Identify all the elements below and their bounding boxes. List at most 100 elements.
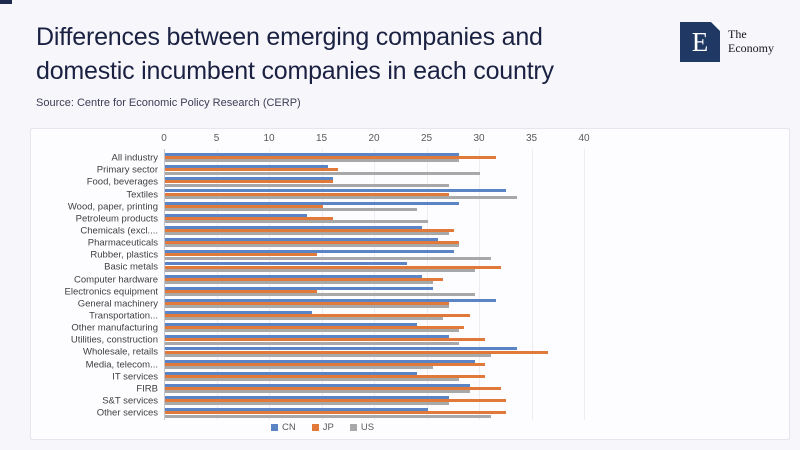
- category-label: All industry: [111, 152, 158, 164]
- bar-jp: [165, 362, 486, 366]
- bar-us: [165, 414, 491, 418]
- page-title: Differences between emerging companies a…: [36, 23, 554, 85]
- bar-us: [165, 329, 459, 333]
- category-label: Primary sector: [96, 164, 158, 176]
- chart-row: Primary sector: [31, 164, 789, 176]
- x-axis-tick-0: 0: [161, 133, 167, 144]
- category-label: Computer hardware: [74, 274, 158, 286]
- bar-jp: [165, 399, 507, 403]
- gridline-x-20: [374, 149, 375, 420]
- the-economy-logo: E The Economy: [680, 22, 774, 62]
- bar-us: [165, 305, 449, 309]
- bar-jp: [165, 326, 465, 330]
- bar-us: [165, 171, 480, 175]
- chart-row: Computer hardware: [31, 274, 789, 286]
- bar-jp: [165, 289, 318, 293]
- category-label: Wholesale, retails: [83, 346, 158, 358]
- x-axis-tick-40: 40: [578, 133, 590, 144]
- category-label: Pharmaceuticals: [87, 237, 158, 249]
- bar-cn: [165, 177, 333, 181]
- bar-cn: [165, 213, 307, 217]
- category-label: S&T services: [102, 395, 158, 407]
- source-citation: Source: Centre for Economic Policy Resea…: [36, 97, 301, 109]
- bar-us: [165, 183, 449, 187]
- bar-cn: [165, 153, 459, 156]
- x-axis-tick-30: 30: [473, 133, 485, 144]
- category-label: Other manufacturing: [71, 322, 158, 334]
- bar-jp: [165, 168, 339, 172]
- chart-row: Chemicals (excl....: [31, 225, 789, 237]
- bar-cn: [165, 165, 328, 169]
- bar-jp: [165, 216, 333, 220]
- logo-wordmark: The Economy: [728, 27, 774, 56]
- chart-row: Food, beverages: [31, 176, 789, 188]
- chart-row: Basic metals: [31, 261, 789, 273]
- bar-cn: [165, 347, 517, 351]
- bar-cn: [165, 298, 496, 302]
- bar-jp: [165, 229, 454, 233]
- category-label: Wood, paper, printing: [67, 201, 158, 213]
- bar-jp: [165, 314, 470, 318]
- chart-row: Petroleum products: [31, 213, 789, 225]
- category-label: General machinery: [77, 298, 158, 310]
- category-label: Food, beverages: [86, 176, 158, 188]
- category-label: Rubber, plastics: [90, 249, 158, 261]
- chart-row: Wood, paper, printing: [31, 201, 789, 213]
- bar-cn: [165, 201, 459, 205]
- category-label: FIRB: [136, 383, 158, 395]
- gridline-x-35: [531, 149, 533, 420]
- bar-jp: [165, 387, 501, 391]
- legend-swatch-us: [349, 424, 357, 431]
- bar-cn: [165, 371, 417, 375]
- bar-us: [165, 159, 459, 163]
- bar-us: [165, 195, 517, 199]
- x-axis-tick-10: 10: [263, 133, 275, 144]
- chart-row: Other services: [31, 407, 789, 419]
- category-label: Textiles: [126, 189, 158, 200]
- logo-wordmark-line1: The: [728, 27, 747, 42]
- x-axis-tick-20: 20: [368, 133, 380, 144]
- gridline-x-0: [164, 149, 165, 420]
- chart-row: All industry: [31, 152, 789, 164]
- bar-us: [165, 256, 491, 260]
- legend-label-cn: CN: [282, 422, 296, 433]
- bar-cn: [165, 189, 507, 193]
- chart-row: Other manufacturing: [31, 322, 789, 334]
- chart-row: FIRB: [31, 383, 789, 395]
- bar-us: [165, 268, 475, 272]
- bar-us: [165, 293, 475, 297]
- chart-legend: CN JP US: [271, 422, 374, 433]
- x-axis-tick-25: 25: [420, 133, 433, 144]
- bar-cn: [165, 274, 423, 278]
- category-label: Chemicals (excl....: [80, 225, 158, 237]
- bar-jp: [165, 265, 501, 269]
- bar-jp: [165, 374, 486, 378]
- chart-row: Electronics equipment: [31, 286, 789, 298]
- bar-jp: [165, 350, 549, 354]
- bar-jp: [165, 253, 318, 257]
- category-label: Basic metals: [104, 261, 158, 273]
- chart-row: Transportation...: [31, 310, 789, 322]
- bar-cn: [165, 225, 423, 229]
- x-axis-tick-15: 15: [315, 133, 328, 144]
- bar-chart: CN JP US 0 5 10 15 20 25 30 35 40 All industry Pri…: [30, 128, 790, 440]
- bar-us: [165, 280, 433, 284]
- bar-cn: [165, 335, 449, 339]
- bar-cn: [165, 310, 312, 314]
- logo-letter: E: [691, 26, 709, 57]
- category-label: Utilities, construction: [70, 334, 158, 346]
- bar-us: [165, 341, 459, 345]
- bar-us: [165, 390, 470, 394]
- gridline-x-10: [269, 149, 270, 420]
- logo-mark: E: [680, 22, 720, 62]
- bar-jp: [165, 204, 323, 208]
- bar-cn: [165, 238, 438, 242]
- bar-jp: [165, 241, 459, 245]
- gridline-x-40: [584, 149, 585, 420]
- category-label: Electronics equipment: [64, 286, 158, 298]
- bar-cn: [165, 262, 407, 266]
- chart-row: Pharmaceuticals: [31, 237, 789, 249]
- bar-jp: [165, 301, 449, 305]
- bar-cn: [165, 408, 428, 412]
- legend-item-jp: JP: [311, 422, 334, 433]
